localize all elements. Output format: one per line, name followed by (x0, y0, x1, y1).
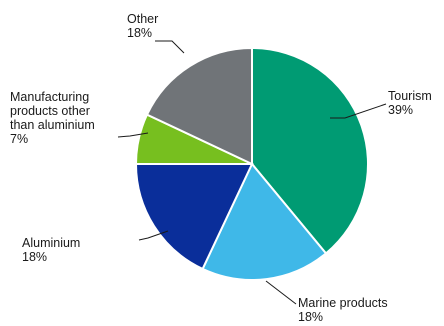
leader-line-other (155, 40, 185, 54)
slice-label-line: Other (127, 12, 158, 26)
slice-label-line: than aluminium (10, 118, 95, 132)
slice-label-line: Tourism (388, 89, 432, 103)
leader-line-aluminium (138, 230, 169, 241)
slice-percent-label: 39% (388, 103, 413, 117)
pie-slice-other (145, 46, 253, 166)
pie-slice-aluminium (134, 163, 254, 271)
slice-label-aluminium: Aluminium 18% (22, 236, 80, 264)
slice-percent-label: 18% (127, 26, 152, 40)
slice-label-line: Manufacturing (10, 90, 89, 104)
slice-label-line: Aluminium (22, 236, 80, 250)
pie-slice-marine-products (201, 162, 328, 281)
slices-layer (134, 46, 369, 281)
leader-line-tourism (330, 103, 387, 119)
pie-slice-tourism (251, 46, 369, 255)
slice-label-marine-products: Marine products 18% (298, 296, 388, 324)
slice-label-manufacturing-products-other-than-aluminium: Manufacturing products other than aluminiu… (10, 90, 95, 146)
slice-percent-label: 18% (22, 250, 47, 264)
leaders-layer (117, 40, 387, 305)
slice-percent-label: 18% (298, 310, 323, 324)
slice-label-line: products other (10, 104, 90, 118)
labels-layer: Tourism 39%Marine products 18%Aluminium 18%… (10, 12, 432, 324)
leader-line-manufacturing-products-other-than-aluminium (117, 132, 149, 138)
leader-line-marine-products (265, 280, 297, 305)
slice-label-line: Marine products (298, 296, 388, 310)
slice-percent-label: 7% (10, 132, 28, 146)
slice-label-other: Other 18% (127, 12, 158, 40)
slice-label-tourism: Tourism 39% (388, 89, 432, 117)
